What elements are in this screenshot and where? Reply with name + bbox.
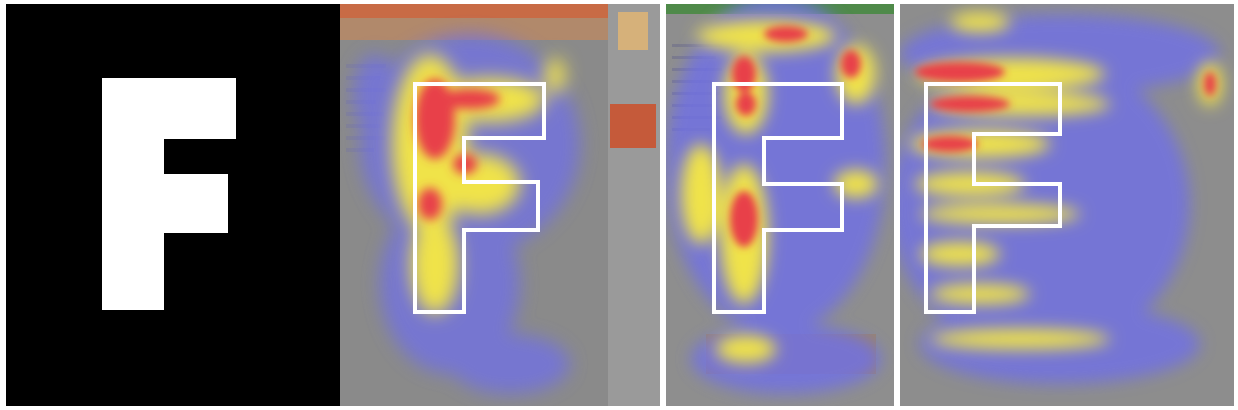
heatmap-panel-1 <box>340 4 660 406</box>
heatmap-2-graphic <box>666 4 894 394</box>
f-outline-1 <box>413 82 546 314</box>
f-pattern-figure <box>6 4 1234 406</box>
f-outline-2 <box>712 82 844 314</box>
heatmap-1-graphic <box>340 4 660 406</box>
heatmap-panel-3 <box>900 4 1234 406</box>
f-outline-3 <box>924 82 1062 314</box>
heatmap-3-graphic <box>900 12 1222 384</box>
heatmap-panel-2 <box>666 4 894 406</box>
big-f-letter <box>102 78 236 310</box>
black-f-panel <box>6 4 340 406</box>
